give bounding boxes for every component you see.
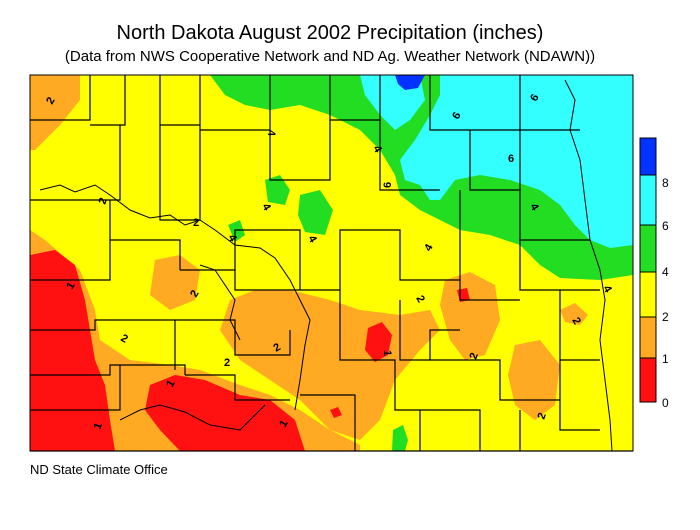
legend-label-0: 0 [662,396,669,410]
legend-band-red [639,357,657,403]
contour-label: 2 [119,332,130,345]
map-border [29,74,634,452]
legend-band-green [639,224,657,273]
legend-band-blue [639,137,657,176]
contour-label: 2 [97,196,110,206]
zone-red-blob1 [365,322,392,362]
contour-label: 4 [265,130,277,137]
contour-label: 2 [44,95,57,106]
legend-band-orange [639,316,657,359]
zone-orange-blob2 [440,272,500,360]
zone-red-south [145,375,305,451]
zone-red-blob3 [330,407,342,418]
legend-colorbar [639,137,657,403]
footer-credit: ND State Climate Office [30,462,168,477]
map-title: North Dakota August 2002 Precipitation (… [116,22,544,44]
contour-label: 1 [92,421,105,431]
contour-label: 2 [224,357,230,369]
zone-orange-southwest [30,230,360,451]
legend-band-cyan [639,174,657,226]
zone-green-blob2 [298,190,333,235]
rivers [39,79,613,452]
contour-label: 1 [164,378,177,389]
contour-label: 2 [413,294,426,305]
legend-label-4: 4 [662,265,669,279]
zone-cyan-northeast [400,75,633,248]
contour-label: 6 [528,92,541,103]
contour-label: 2 [536,411,549,421]
zone-green-blob3 [228,220,245,242]
legend-label-8: 8 [662,176,669,190]
contour-label: 6 [382,182,394,188]
map-subtitle: (Data from NWS Cooperative Network and N… [64,48,596,65]
contour-label: 1 [381,350,393,356]
contour-label: 1 [64,280,77,291]
contour-label: 2 [188,288,201,299]
contour-label: 2 [272,341,283,354]
zone-green-blob1 [265,175,290,205]
contour-label: 1 [277,418,290,429]
zone-orange-west [30,75,80,150]
legend-label-1: 1 [662,352,669,366]
legend-label-2: 2 [662,310,669,324]
zone-green-blob4 [392,425,408,451]
zone-red-southwest [30,250,115,451]
contour-label: 2 [193,217,199,229]
zone-orange-blob1 [150,255,200,310]
legend-band-yellow [639,271,657,318]
zone-orange-blob4 [560,303,588,325]
zone-blue-north [395,75,425,90]
legend-label-6: 6 [662,219,669,233]
contour-label: 2 [569,316,582,327]
contour-label: 2 [468,351,481,361]
contour-label: 6 [450,110,463,121]
contour-label: 6 [508,153,514,165]
